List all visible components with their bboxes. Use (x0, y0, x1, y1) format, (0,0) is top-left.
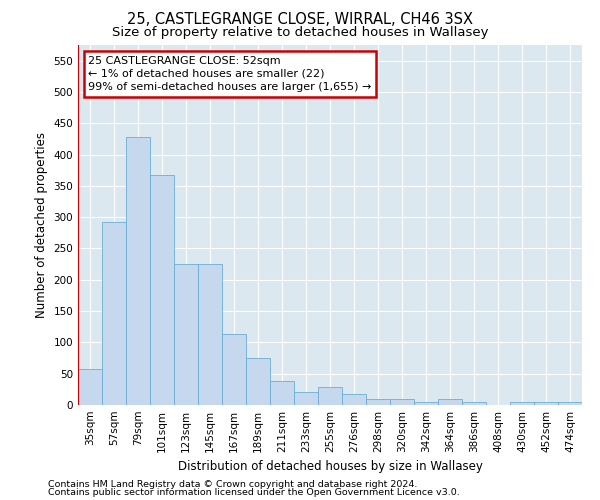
X-axis label: Distribution of detached houses by size in Wallasey: Distribution of detached houses by size … (178, 460, 482, 473)
Bar (174, 264, 198, 405)
Bar (246, 358, 270, 405)
Bar (558, 402, 582, 405)
Text: Contains public sector information licensed under the Open Government Licence v3: Contains public sector information licen… (48, 488, 460, 497)
Bar (126, 137, 150, 405)
Bar (78, 370, 102, 405)
Bar (510, 402, 534, 405)
Bar (390, 398, 414, 405)
Bar (534, 402, 558, 405)
Bar (222, 334, 246, 405)
Bar (462, 402, 486, 405)
Bar (366, 398, 390, 405)
Y-axis label: Number of detached properties: Number of detached properties (35, 132, 48, 318)
Text: Size of property relative to detached houses in Wallasey: Size of property relative to detached ho… (112, 26, 488, 39)
Text: Contains HM Land Registry data © Crown copyright and database right 2024.: Contains HM Land Registry data © Crown c… (48, 480, 418, 489)
Text: 25 CASTLEGRANGE CLOSE: 52sqm
← 1% of detached houses are smaller (22)
99% of sem: 25 CASTLEGRANGE CLOSE: 52sqm ← 1% of det… (88, 56, 371, 92)
Bar (270, 381, 294, 405)
Bar (318, 388, 342, 405)
Bar (198, 264, 222, 405)
Bar (294, 392, 318, 405)
Bar (414, 402, 438, 405)
Bar (102, 222, 126, 405)
Bar (438, 400, 462, 405)
Bar (150, 174, 174, 405)
Text: 25, CASTLEGRANGE CLOSE, WIRRAL, CH46 3SX: 25, CASTLEGRANGE CLOSE, WIRRAL, CH46 3SX (127, 12, 473, 28)
Bar (342, 394, 366, 405)
